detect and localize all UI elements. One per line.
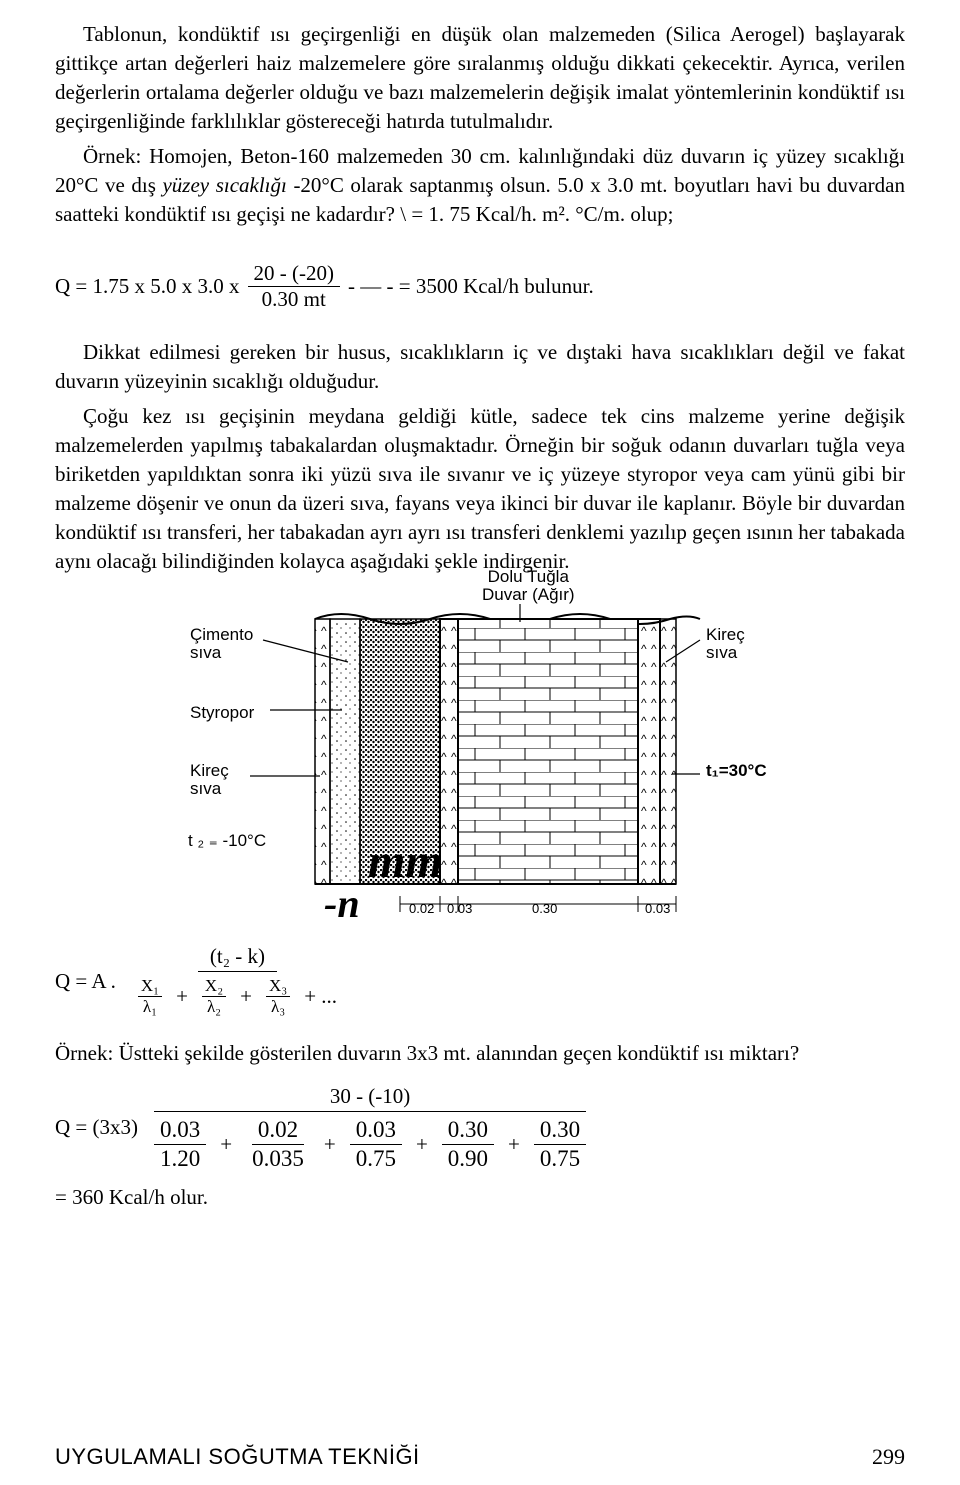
formula-qa-bottom: X₁λ₁ + X₂λ₂ + X₃λ₃ + ...	[126, 972, 349, 1021]
formula-qa-left: Q = A .	[55, 969, 116, 994]
label-neg-n: -n	[324, 882, 360, 926]
para2-italic: yüzey sıcaklığı	[162, 173, 286, 197]
formula-q1: Q = 1.75 x 5.0 x 3.0 x 20 - (-20) 0.30 m…	[55, 261, 905, 312]
wall-svg: ^	[200, 604, 760, 924]
label-t2: t ₂ ₌ -10°C	[188, 832, 266, 851]
wall-diagram: Dolu TuğlaDuvar (Ağır) Çimentosıva Styro…	[200, 604, 760, 924]
label-kirec-left: Kireçsıva	[190, 762, 229, 799]
formula-q1-left: Q = 1.75 x 5.0 x 3.0 x	[55, 274, 240, 299]
dim-3: 0.30	[532, 902, 557, 916]
label-t1: t₁=30°C	[706, 762, 767, 781]
paragraph-note: Dikkat edilmesi gereken bir husus, sıcak…	[55, 338, 905, 396]
result-2: = 360 Kcal/h olur.	[55, 1183, 905, 1212]
formula-qa-top: (t₂ - k)	[198, 942, 277, 972]
formula-q1-fraction: 20 - (-20) 0.30 mt	[248, 261, 340, 312]
dim-2: 0.03	[447, 902, 472, 916]
dim-4: 0.03	[645, 902, 670, 916]
label-mm: mm	[368, 836, 443, 889]
footer-title: UYGULAMALI SOĞUTMA TEKNİĞİ	[55, 1444, 420, 1470]
page-footer: UYGULAMALI SOĞUTMA TEKNİĞİ 299	[55, 1444, 905, 1470]
calc-numerator: 30 - (-10)	[330, 1082, 410, 1111]
dim-1: 0.02	[409, 902, 434, 916]
formula-q1-num: 20 - (-20)	[248, 261, 340, 287]
paragraph-example2: Örnek: Üstteki şekilde gösterilen duvarı…	[55, 1039, 905, 1068]
paragraph-multilayer: Çoğu kez ısı geçişinin meydana geldiği k…	[55, 402, 905, 576]
footer-page-number: 299	[872, 1444, 905, 1470]
formula-qa: Q = A . (t₂ - k) X₁λ₁ + X₂λ₂ + X₃λ₃ + ..…	[55, 942, 905, 1021]
label-dolu-tugla: Dolu TuğlaDuvar (Ağır)	[482, 568, 575, 605]
paragraph-intro: Tablonun, kondüktif ısı geçirgenliği en …	[55, 20, 905, 136]
label-styropor: Styropor	[190, 704, 254, 723]
label-kirec-right: Kireçsıva	[706, 626, 745, 663]
formula-qa-frac: (t₂ - k) X₁λ₁ + X₂λ₂ + X₃λ₃ + ...	[126, 942, 349, 1021]
formula-q1-den: 0.30 mt	[256, 287, 332, 312]
calc-left: Q = (3x3)	[55, 1115, 138, 1140]
formula-q1-result: - — - = 3500 Kcal/h bulunur.	[348, 274, 594, 299]
label-cimento: Çimentosıva	[190, 626, 253, 663]
calc-row: Q = (3x3) 30 - (-10) 0.031.20 + 0.020.03…	[55, 1082, 905, 1173]
paragraph-example1: Örnek: Homojen, Beton-160 malzemeden 30 …	[55, 142, 905, 229]
